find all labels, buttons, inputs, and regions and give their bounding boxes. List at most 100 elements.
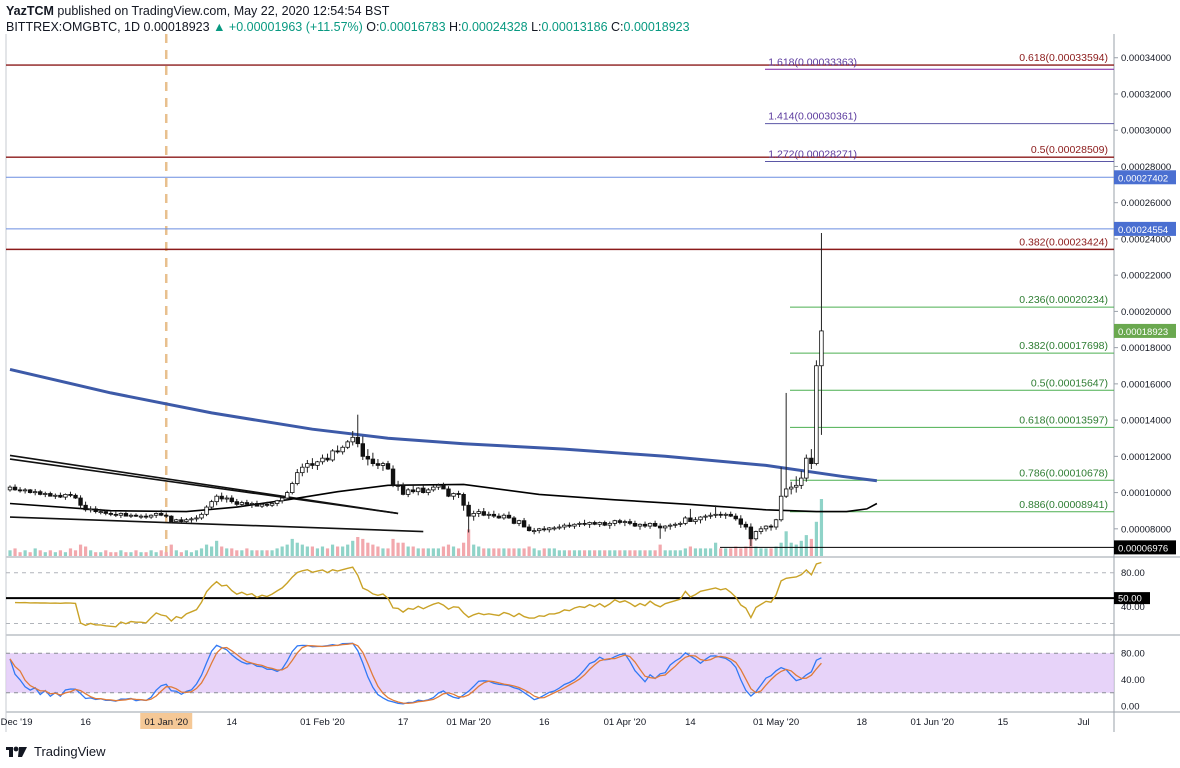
x-tick-label: 01 Apr '20: [604, 717, 647, 728]
volume-bar: [472, 544, 476, 556]
tradingview-logo[interactable]: TradingView: [6, 742, 106, 760]
volume-bar: [199, 548, 204, 556]
volume-bar: [603, 550, 607, 556]
price-tag: [1114, 323, 1176, 338]
volume-bar: [643, 550, 647, 556]
volume-bar: [693, 548, 698, 556]
fib-extension-label: 1.272(0.00028271): [768, 149, 857, 161]
volume-bar: [769, 548, 773, 556]
volume-bar: [139, 552, 143, 556]
candle: [43, 491, 48, 498]
candle: [264, 501, 270, 508]
y-tick-label: 0.00024000: [1121, 234, 1171, 245]
low-label: L:: [531, 20, 542, 34]
candle: [607, 521, 612, 529]
price-tag: [1114, 540, 1176, 555]
candle-body: [421, 487, 426, 493]
candle-body: [642, 523, 648, 527]
candle: [718, 511, 723, 518]
candle: [138, 514, 144, 519]
candle-body: [33, 491, 38, 494]
candle-body: [451, 493, 456, 497]
open-label: O:: [366, 20, 380, 34]
candle-body: [531, 530, 537, 533]
volume-bar: [789, 542, 793, 556]
volume-bar: [638, 550, 642, 556]
candle: [290, 481, 295, 495]
candle-body: [229, 497, 234, 503]
volume-bar: [84, 546, 88, 556]
candle-body: [375, 463, 381, 466]
candle-body: [547, 527, 552, 531]
volume-bar: [210, 546, 214, 556]
candle-body: [582, 522, 587, 525]
volume-bar: [215, 540, 219, 556]
volume-bar: [240, 550, 244, 556]
volume-bar: [794, 544, 798, 556]
y-tick-label: 0.00020000: [1121, 307, 1171, 318]
candle: [456, 490, 461, 499]
candle: [809, 449, 814, 470]
volume-bar: [144, 552, 148, 556]
price-tag: [1114, 170, 1176, 185]
candle: [431, 485, 436, 492]
candle-body: [723, 513, 728, 516]
author-name[interactable]: YazTCM: [6, 4, 54, 18]
candle: [239, 500, 245, 508]
volume-bar: [557, 550, 561, 556]
candle-body: [103, 511, 108, 514]
candle: [7, 485, 13, 492]
volume-bar: [290, 538, 294, 556]
candle: [577, 521, 582, 528]
volume-bar: [577, 550, 582, 556]
candle: [592, 520, 597, 526]
candle-body: [481, 511, 486, 516]
candle: [305, 459, 310, 473]
candle-body: [63, 493, 68, 498]
candle-body: [118, 513, 124, 516]
candle: [284, 490, 290, 500]
ohlc-legend: BITTREX:OMGBTC, 1D 0.00018923 ▲ +0.00001…: [6, 19, 690, 35]
candle: [597, 521, 602, 528]
volume-bar: [305, 546, 309, 556]
volume-bar: [270, 550, 274, 556]
volume-bar: [451, 546, 456, 556]
candle-body: [264, 503, 270, 506]
candle: [33, 488, 38, 496]
candle-body: [274, 500, 280, 504]
volume-bar: [497, 548, 501, 556]
candle-body: [637, 523, 643, 527]
volume-bar: [235, 550, 239, 556]
stoch-tick-label: 40.00: [1121, 675, 1145, 686]
volume-bar: [759, 548, 763, 556]
candle-body: [330, 450, 335, 461]
candle-body: [678, 522, 683, 525]
candle: [83, 501, 88, 512]
volume-bar: [668, 550, 672, 556]
candle-body: [259, 503, 265, 507]
candle-body: [7, 486, 13, 491]
volume-bar: [53, 552, 57, 556]
volume-bar: [346, 544, 350, 556]
candle-body: [526, 526, 532, 532]
candle-body: [350, 436, 355, 443]
candle: [501, 513, 507, 520]
candle-body: [360, 443, 365, 457]
volume-bar: [784, 531, 788, 556]
y-tick-label: 0.00032000: [1121, 89, 1171, 100]
candle: [380, 461, 386, 471]
stoch-tick-label: 80.00: [1121, 649, 1145, 660]
candle-body: [68, 493, 73, 496]
candle: [673, 522, 678, 528]
candle-body: [12, 486, 18, 491]
candle-body: [572, 523, 577, 527]
candle: [12, 484, 18, 491]
volume-bar: [522, 548, 526, 556]
candle-body: [693, 519, 698, 522]
candle: [189, 517, 194, 523]
resistance-label: 0.382(0.00023424): [1019, 236, 1108, 248]
volume-bar: [708, 548, 713, 556]
y-tick-label: 0.00014000: [1121, 416, 1171, 427]
volume-bar: [739, 548, 743, 556]
